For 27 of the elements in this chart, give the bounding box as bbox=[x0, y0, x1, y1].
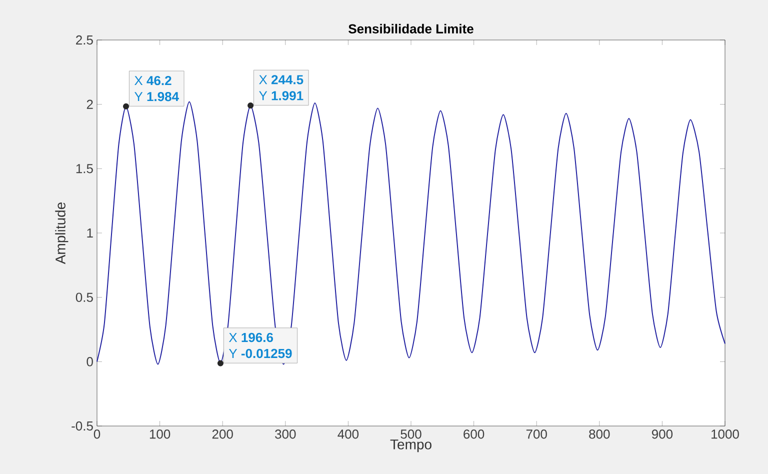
annotation: X 196.6 bbox=[228, 332, 274, 342]
annotation: X 46.2 bbox=[134, 76, 172, 86]
x-tick-label: 400 bbox=[338, 430, 359, 439]
y-tick-label: 0.5 bbox=[76, 292, 93, 302]
y-tick-label: 2 bbox=[86, 100, 93, 109]
annotation: Y 1.984 bbox=[134, 92, 179, 102]
y-tick-label: 1 bbox=[87, 228, 93, 238]
x-tick-label: 1000 bbox=[712, 430, 739, 439]
annotation: Y -0.01259 bbox=[228, 348, 292, 358]
annotation: X 244.5 bbox=[259, 75, 304, 84]
x-tick-label: 900 bbox=[652, 430, 673, 439]
x-axis-title: Tempo bbox=[390, 440, 432, 452]
y-tick-label: -0.5 bbox=[72, 421, 93, 431]
x-tick-label: 500 bbox=[400, 430, 422, 439]
x-tick-label: 200 bbox=[212, 430, 233, 439]
annotation: Y 1.991 bbox=[259, 91, 304, 100]
x-tick-label: 800 bbox=[589, 430, 610, 439]
y-axis-title: Amplitude bbox=[55, 202, 68, 264]
x-tick-label: 300 bbox=[275, 430, 296, 439]
x-tick-label: 700 bbox=[526, 430, 547, 439]
x-tick-label: 100 bbox=[150, 430, 170, 439]
x-tick-label: 600 bbox=[464, 430, 484, 439]
chart-title: Sensibilidade Limite bbox=[348, 24, 474, 34]
y-tick-label: 1.5 bbox=[76, 164, 93, 174]
y-tick-label: 2.5 bbox=[76, 35, 93, 45]
y-tick-label: 0 bbox=[86, 357, 93, 366]
x-tick-label: 0 bbox=[94, 430, 100, 439]
